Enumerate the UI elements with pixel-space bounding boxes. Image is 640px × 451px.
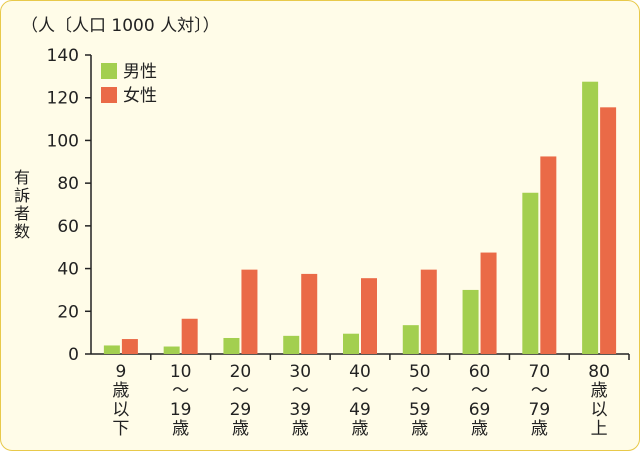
x-tick-label: 19 <box>170 400 192 420</box>
x-tick-label: 69 <box>469 400 491 420</box>
y-axis-label: 有訴者数 <box>13 168 30 241</box>
x-tick-label: 80 <box>588 362 610 382</box>
bar-male <box>582 81 599 355</box>
x-tick-label: 以 <box>112 400 129 420</box>
y-tick-label: 80 <box>57 174 79 194</box>
legend-label-male: 男性 <box>123 62 157 82</box>
x-tick-label: 9 <box>115 362 126 382</box>
x-tick-label: 20 <box>230 362 252 382</box>
bar-female <box>361 278 377 354</box>
bar-male <box>522 192 539 354</box>
x-tick-label: 〜 <box>411 381 428 401</box>
x-tick-label: 歳 <box>172 419 189 439</box>
bar-male <box>402 325 419 354</box>
x-tick-label: 歳 <box>232 419 249 439</box>
x-tick-label: 歳 <box>292 419 309 439</box>
bar-female <box>241 269 258 354</box>
bar-female <box>600 107 617 354</box>
x-tick-label: 歳 <box>591 381 608 401</box>
y-unit-label: （人〔人口 1000 人対〕） <box>21 16 220 36</box>
y-tick-label: 140 <box>47 46 79 66</box>
x-tick-label: 下 <box>112 419 129 439</box>
x-tick-label: 〜 <box>531 381 548 401</box>
bar-male <box>462 289 479 354</box>
legend-label-female: 女性 <box>123 86 157 106</box>
x-tick-label: 70 <box>529 362 551 382</box>
bar-male <box>223 337 240 354</box>
x-tick-label: 59 <box>409 400 431 420</box>
x-tick-label: 30 <box>289 362 311 382</box>
bar-male <box>283 335 300 354</box>
x-tick-label: 〜 <box>352 381 369 401</box>
y-tick-label: 60 <box>57 217 79 237</box>
x-tick-label: 歳 <box>411 419 428 439</box>
x-tick-label: 49 <box>349 400 371 420</box>
legend-swatch-male <box>101 63 117 79</box>
x-tick-label: 〜 <box>292 381 309 401</box>
x-tick-label: 〜 <box>172 381 189 401</box>
x-tick-label: 上 <box>591 419 608 439</box>
bar-female <box>420 269 437 354</box>
x-tick-label: 79 <box>529 400 551 420</box>
x-tick-label: 歳 <box>112 381 129 401</box>
bar-male <box>343 333 359 354</box>
bar-male <box>163 346 180 354</box>
x-tick-label: 〜 <box>232 381 249 401</box>
y-tick-label: 100 <box>47 131 79 151</box>
bar-female <box>121 339 138 354</box>
x-tick-label: 〜 <box>471 381 488 401</box>
y-tick-label: 0 <box>68 345 79 365</box>
legend-swatch-female <box>101 87 117 103</box>
bar-male <box>103 345 120 354</box>
x-tick-label: 歳 <box>531 419 548 439</box>
x-tick-label: 歳 <box>352 419 369 439</box>
x-tick-label: 39 <box>289 400 311 420</box>
x-tick-label: 歳 <box>471 419 488 439</box>
y-tick-label: 20 <box>57 302 79 322</box>
y-tick-label: 120 <box>47 89 79 109</box>
x-tick-label: 10 <box>170 362 192 382</box>
bar-female <box>181 318 198 354</box>
bar-female <box>301 273 318 354</box>
x-tick-label: 50 <box>409 362 431 382</box>
x-tick-label: 40 <box>349 362 371 382</box>
bar-female <box>480 252 497 354</box>
x-tick-label: 29 <box>230 400 252 420</box>
x-tick-label: 以 <box>591 400 608 420</box>
x-tick-label: 60 <box>469 362 491 382</box>
bar-female <box>540 156 557 354</box>
y-tick-label: 40 <box>57 260 79 280</box>
